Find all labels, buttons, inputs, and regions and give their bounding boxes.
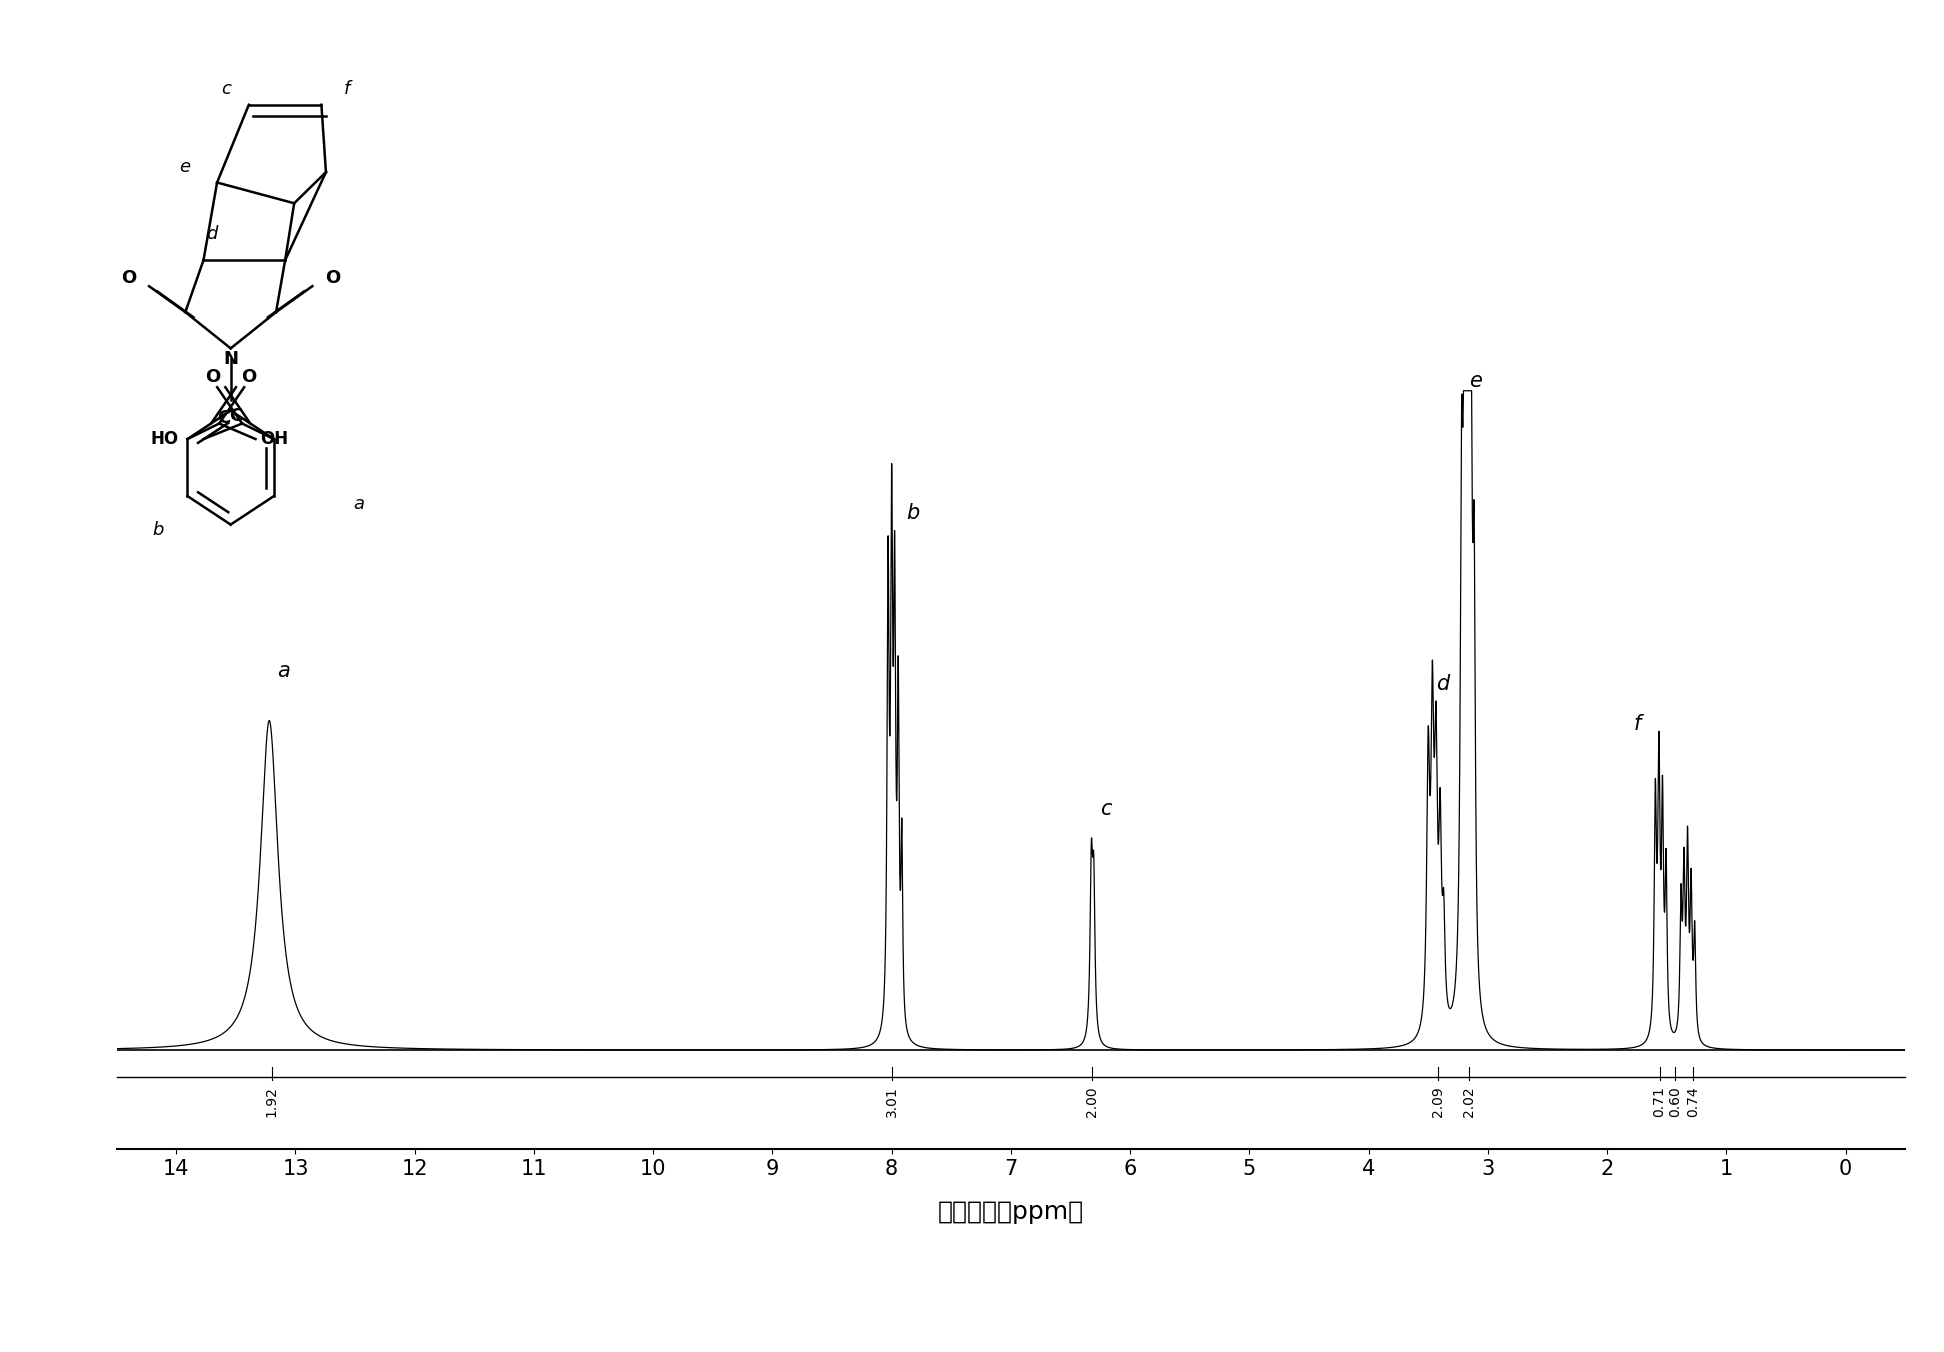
Text: 1.92: 1.92 <box>264 1087 278 1117</box>
Text: f: f <box>344 80 350 99</box>
Text: O: O <box>325 269 340 288</box>
Text: c: c <box>222 80 231 99</box>
Text: 0.60: 0.60 <box>1668 1087 1682 1117</box>
Text: O: O <box>241 368 257 385</box>
Text: 2.00: 2.00 <box>1085 1087 1098 1117</box>
Text: C: C <box>229 407 241 425</box>
Text: f: f <box>1633 714 1641 734</box>
Text: HO: HO <box>150 430 179 448</box>
Text: 0.74: 0.74 <box>1685 1087 1699 1117</box>
Text: c: c <box>1100 799 1112 819</box>
Text: C: C <box>218 410 231 427</box>
Text: 3.01: 3.01 <box>885 1087 898 1117</box>
Text: b: b <box>152 521 163 538</box>
Text: b: b <box>906 503 920 523</box>
Text: d: d <box>1437 675 1448 694</box>
Text: 2.02: 2.02 <box>1462 1087 1475 1117</box>
Text: a: a <box>278 661 290 681</box>
X-axis label: 化学位移（ppm）: 化学位移（ppm） <box>937 1199 1085 1224</box>
Text: OH: OH <box>260 430 288 448</box>
Text: e: e <box>179 158 191 176</box>
Text: N: N <box>224 350 239 368</box>
Text: O: O <box>204 368 220 385</box>
Text: 2.09: 2.09 <box>1431 1087 1444 1117</box>
Text: a: a <box>354 495 364 512</box>
Text: d: d <box>206 226 218 243</box>
Text: 0.71: 0.71 <box>1652 1087 1666 1117</box>
Text: e: e <box>1470 370 1483 391</box>
Text: O: O <box>121 269 136 288</box>
